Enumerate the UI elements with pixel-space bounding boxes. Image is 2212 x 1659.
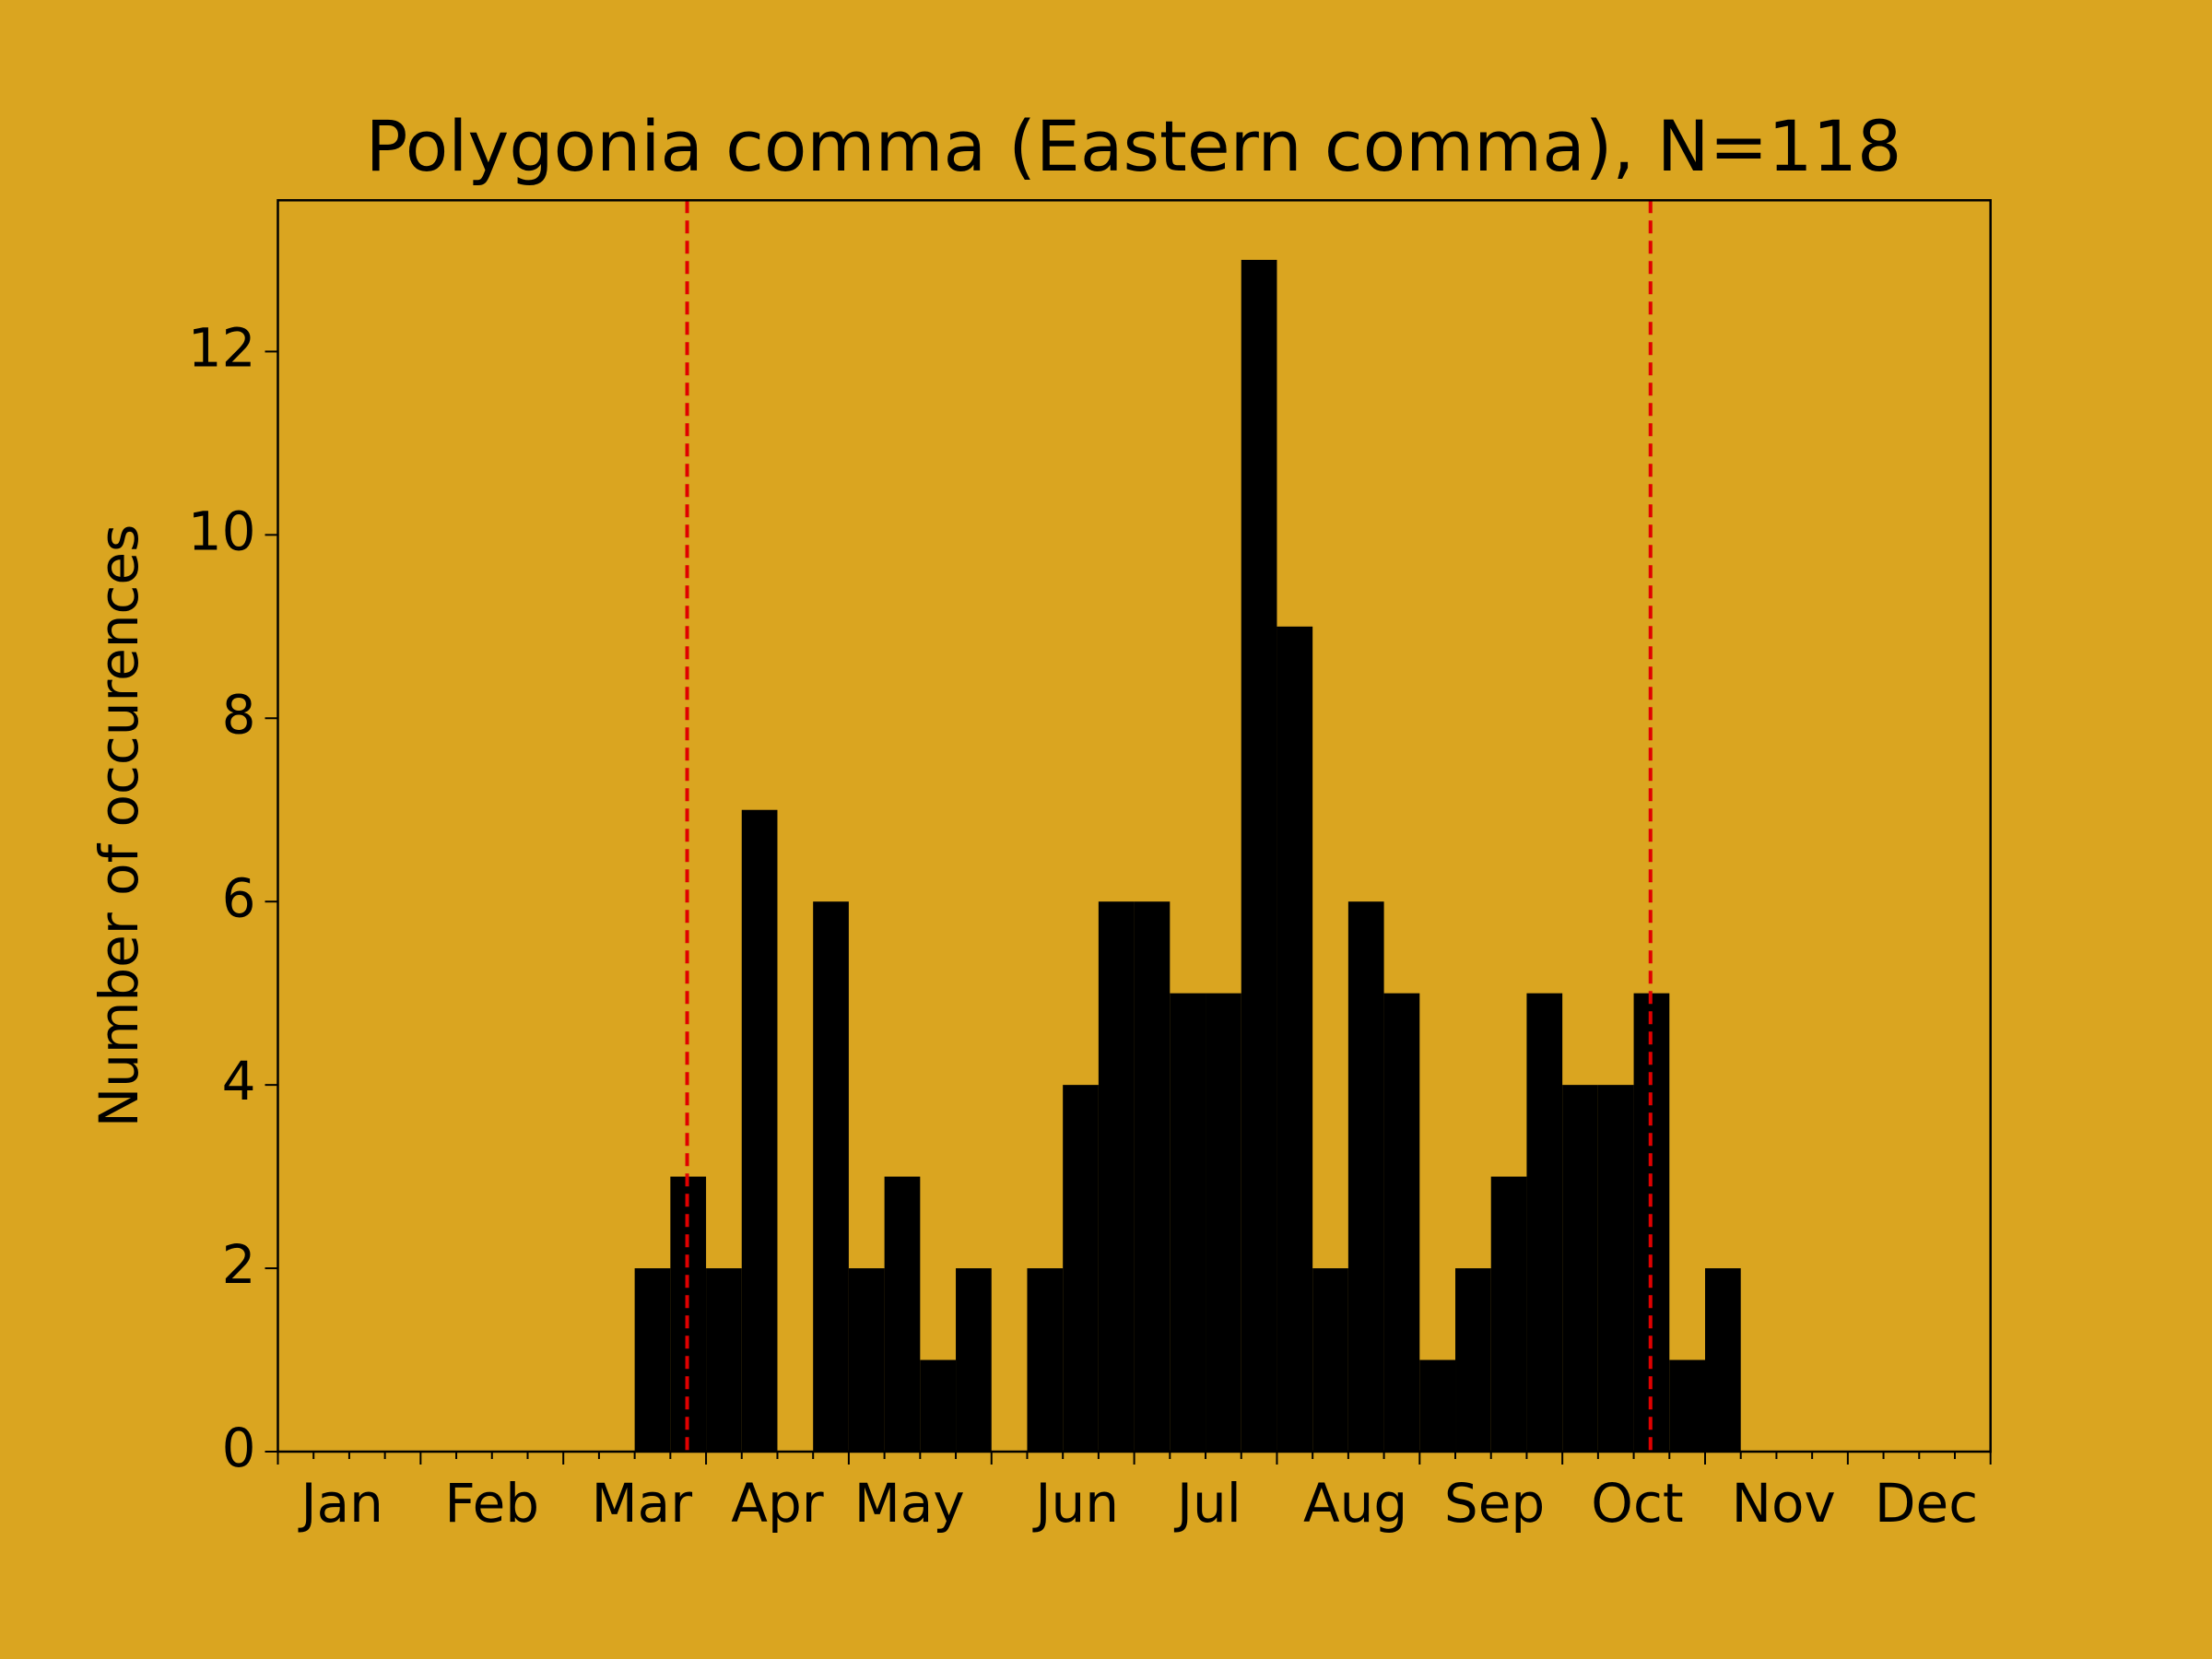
- bar: [1312, 1268, 1348, 1452]
- bar: [1134, 901, 1171, 1452]
- bar: [1347, 901, 1384, 1452]
- x-tick-label: Aug: [1303, 1472, 1407, 1535]
- bar: [741, 809, 778, 1452]
- bar: [634, 1268, 671, 1452]
- x-tick-label: Jun: [1032, 1472, 1119, 1535]
- plot-frame: [276, 199, 1992, 1453]
- bar: [1098, 901, 1135, 1452]
- bar: [1419, 1359, 1456, 1452]
- y-tick-label: 12: [188, 317, 256, 380]
- x-tick-label: Mar: [592, 1472, 693, 1535]
- x-tick-label: Nov: [1732, 1472, 1836, 1535]
- bar: [884, 1176, 921, 1452]
- y-tick-label: 6: [222, 866, 256, 929]
- bar: [1277, 626, 1313, 1452]
- bar: [1455, 1268, 1491, 1452]
- bar: [956, 1268, 992, 1452]
- y-tick-label: 2: [222, 1233, 256, 1296]
- x-tick-label: May: [854, 1472, 965, 1535]
- bar: [706, 1268, 742, 1452]
- bar: [1063, 1085, 1099, 1452]
- x-tick-label: Oct: [1591, 1472, 1683, 1535]
- x-tick-label: Jul: [1174, 1472, 1241, 1535]
- bar: [1241, 259, 1277, 1452]
- chart-title: Polygonia comma (Eastern comma), N=118: [366, 105, 1902, 187]
- bar: [1170, 993, 1206, 1452]
- bar: [1562, 1085, 1598, 1452]
- bar: [1526, 993, 1563, 1452]
- bar: [1597, 1085, 1634, 1452]
- x-tick-label: Jan: [298, 1472, 382, 1535]
- bar: [920, 1359, 957, 1452]
- y-tick-label: 8: [222, 683, 256, 746]
- x-tick-label: Dec: [1875, 1472, 1978, 1535]
- bar: [1705, 1268, 1741, 1452]
- x-tick-label: Apr: [731, 1472, 823, 1535]
- bar: [1027, 1268, 1064, 1452]
- y-tick-label: 4: [222, 1050, 256, 1112]
- bar: [1206, 993, 1241, 1452]
- bar: [813, 901, 849, 1452]
- bar: [848, 1268, 885, 1452]
- x-tick-label: Sep: [1444, 1472, 1545, 1535]
- y-tick-label: 10: [188, 500, 256, 562]
- x-tick-label: Feb: [444, 1472, 539, 1535]
- y-tick-label: 0: [222, 1417, 256, 1479]
- bar: [1383, 993, 1420, 1452]
- bar: [1490, 1176, 1527, 1452]
- bar: [1669, 1359, 1705, 1452]
- y-axis-label: Number of occurences: [88, 524, 150, 1128]
